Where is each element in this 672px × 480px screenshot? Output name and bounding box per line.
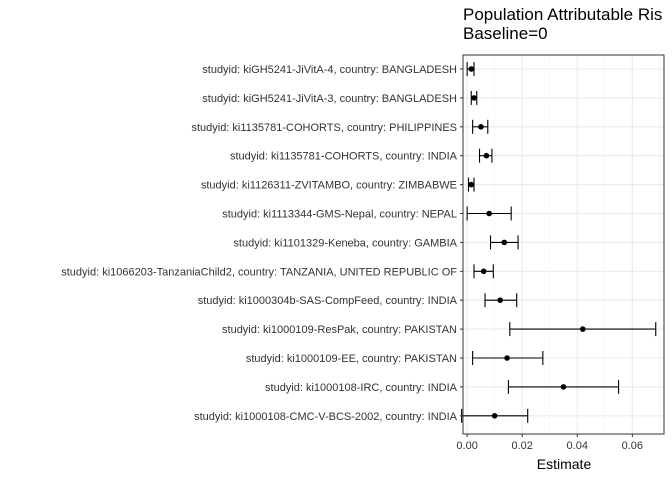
- x-tick-label: 0.04: [567, 440, 588, 452]
- y-tick-label: studyid: ki1000304b-SAS-CompFeed, countr…: [198, 295, 458, 307]
- x-axis-label: Estimate: [537, 456, 592, 472]
- y-tick-label: studyid: ki1101329-Keneba, country: GAMB…: [233, 237, 457, 249]
- y-tick-label: studyid: ki1113344-GMS-Nepal, country: N…: [222, 209, 457, 221]
- y-tick-label: studyid: ki1000108-IRC, country: INDIA: [265, 382, 458, 394]
- estimate-point: [478, 124, 484, 130]
- y-axis-labels: studyid: kiGH5241-JiVitA-4, country: BAN…: [61, 64, 463, 423]
- y-tick-label: studyid: ki1000109-ResPak, country: PAKI…: [222, 324, 457, 336]
- forest-row-mark: [489, 235, 519, 250]
- x-tick-label: 0.02: [511, 440, 532, 452]
- chart-subtitle: Baseline=0: [463, 24, 548, 43]
- forest-row-mark: [472, 351, 544, 365]
- estimate-point: [501, 239, 508, 246]
- forest-row-mark: [470, 90, 478, 105]
- estimate-point: [504, 355, 510, 361]
- y-tick-label: studyid: ki1126311-ZVITAMBO, country: ZI…: [201, 180, 457, 192]
- forest-row-mark: [473, 264, 494, 279]
- forest-row-mark: [507, 379, 620, 394]
- estimate-point: [480, 268, 487, 275]
- y-tick-label: studyid: ki1066203-TanzaniaChild2, count…: [61, 266, 457, 278]
- forest-row-mark: [472, 119, 489, 134]
- estimate-point: [486, 210, 492, 217]
- y-tick-label: studyid: ki1135781-COHORTS, country: IND…: [230, 151, 458, 163]
- y-tick-label: studyid: ki1135781-COHORTS, country: PHI…: [191, 122, 457, 134]
- x-axis: 0.00 0.02 0.04 0.06: [456, 434, 643, 452]
- forest-row-mark: [478, 148, 493, 163]
- forest-row-mark: [509, 322, 657, 337]
- y-tick-label: studyid: ki1000108-CMC-V-BCS-2002, count…: [194, 411, 458, 423]
- estimate-point: [483, 152, 490, 159]
- forest-row-mark: [467, 177, 475, 192]
- grid-layer: [463, 55, 664, 434]
- estimate-point: [491, 413, 498, 419]
- forest-row-mark: [466, 62, 475, 76]
- y-tick-label: studyid: kiGH5241-JiVitA-3, country: BAN…: [202, 93, 457, 105]
- y-tick-label: studyid: kiGH5241-JiVitA-4, country: BAN…: [202, 64, 457, 76]
- x-tick-label: 0.06: [622, 440, 643, 452]
- estimate-point: [560, 384, 567, 390]
- y-tick-label: studyid: ki1000109-EE, country: PAKISTAN: [246, 353, 457, 365]
- chart-title: Population Attributable Ris: [463, 5, 663, 24]
- estimate-point: [468, 66, 475, 72]
- x-tick-label: 0.00: [456, 440, 477, 452]
- estimate-point: [497, 297, 503, 304]
- estimate-point: [579, 326, 586, 332]
- forest-row-mark: [466, 206, 512, 221]
- estimate-point: [471, 95, 477, 101]
- forest-row-mark: [484, 293, 518, 308]
- panel-border: [462, 54, 665, 435]
- marks-layer: [461, 62, 657, 423]
- estimate-point: [468, 181, 475, 188]
